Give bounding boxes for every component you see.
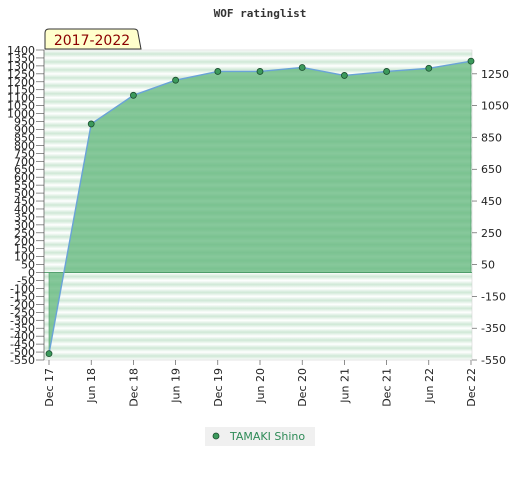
- y-left-tick-label: 500: [14, 187, 35, 200]
- y-right-tick-label: 650: [481, 163, 502, 176]
- y-left-tick-label: 1250: [7, 68, 35, 81]
- y-left-tick-label: 100: [14, 251, 35, 264]
- y-left-tick-label: 650: [14, 163, 35, 176]
- y-left-tick-label: 50: [21, 259, 35, 272]
- period-label: 2017-2022: [54, 33, 130, 49]
- y-left-tick-label: 0: [28, 267, 35, 280]
- x-tick-label: Dec 17: [43, 368, 56, 407]
- left-axis: 1400135013001250120011501100105010009509…: [7, 44, 45, 367]
- grid-band: [44, 280, 472, 289]
- y-left-tick-label: -100: [10, 282, 35, 295]
- x-tick-label: Jun 22: [423, 368, 436, 404]
- grid-band: [44, 328, 472, 337]
- y-left-tick-label: 450: [14, 195, 35, 208]
- data-point: [45, 350, 53, 358]
- data-point: [467, 57, 475, 65]
- y-left-tick-label: -150: [10, 290, 35, 303]
- data-point: [298, 64, 306, 71]
- x-tick-label: Dec 22: [465, 368, 478, 407]
- x-tick-label: Jun 20: [254, 368, 267, 404]
- y-left-tick-label: 1000: [7, 108, 35, 121]
- grid-band: [44, 304, 472, 313]
- data-markers: [45, 57, 475, 358]
- y-left-tick-label: 1400: [7, 44, 35, 57]
- legend-label: TAMAKI Shino: [229, 430, 305, 443]
- x-tick-label: Jun 21: [338, 368, 351, 404]
- y-left-tick-label: 300: [14, 219, 35, 232]
- grid-band: [44, 352, 472, 360]
- right-axis: 1250 1050 850 650 450 250 50 -150 -350 -550: [472, 68, 509, 367]
- y-left-tick-label: 1100: [7, 92, 35, 105]
- x-tick-label: Jun 18: [85, 368, 98, 404]
- y-left-tick-label: -350: [10, 322, 35, 335]
- y-left-tick-label: -200: [10, 298, 35, 311]
- x-tick-label: Dec 21: [381, 368, 394, 407]
- legend-box: [205, 427, 315, 446]
- legend-marker: [212, 432, 220, 440]
- y-right-tick-label: 250: [481, 227, 502, 240]
- y-left-tick-label: 900: [14, 123, 35, 136]
- y-left-tick-label: 200: [14, 235, 35, 248]
- period-badge-box: [44, 28, 142, 50]
- data-point: [87, 120, 95, 128]
- data-point: [340, 72, 348, 79]
- y-right-tick-label: -350: [481, 322, 506, 335]
- y-right-tick-label: -150: [481, 290, 506, 303]
- chart-title: WOF ratinglist: [214, 7, 307, 20]
- legend: TAMAKI Shino: [205, 427, 315, 446]
- y-left-tick-label: 950: [14, 116, 35, 129]
- y-left-tick-label: 250: [14, 227, 35, 240]
- y-left-tick-label: 750: [14, 147, 35, 160]
- y-left-tick-label: 600: [14, 171, 35, 184]
- y-right-tick-label: 450: [481, 195, 502, 208]
- y-left-tick-label: -300: [10, 314, 35, 327]
- y-left-tick-label: 400: [14, 203, 35, 216]
- grid-band: [44, 312, 472, 321]
- y-left-tick-label: 150: [14, 243, 35, 256]
- y-left-tick-label: -550: [10, 354, 35, 367]
- grid-band: [44, 272, 472, 281]
- data-point: [129, 91, 137, 99]
- y-left-tick-label: -500: [10, 346, 35, 359]
- x-tick-label: Dec 20: [296, 368, 309, 407]
- y-right-tick-label: 1050: [481, 100, 509, 113]
- grid-band: [44, 336, 472, 345]
- y-left-tick-label: 800: [14, 139, 35, 152]
- grid-band: [44, 50, 472, 58]
- y-left-tick-label: -450: [10, 338, 35, 351]
- grid-band: [44, 288, 472, 297]
- y-left-tick-label: 550: [14, 179, 35, 192]
- grid-band: [44, 296, 472, 305]
- grid-band: [44, 344, 472, 353]
- y-left-tick-label: 1050: [7, 100, 35, 113]
- period-badge: 2017-2022: [44, 28, 142, 50]
- x-tick-label: Dec 19: [212, 368, 225, 407]
- y-right-tick-label: -550: [481, 354, 506, 367]
- y-left-tick-label: 1200: [7, 76, 35, 89]
- y-left-tick-label: 350: [14, 211, 35, 224]
- y-left-tick-label: 1300: [7, 60, 35, 73]
- y-left-tick-label: 700: [14, 155, 35, 168]
- x-tick-label: Dec 18: [127, 368, 140, 407]
- y-left-tick-label: -400: [10, 330, 35, 343]
- data-point: [425, 64, 433, 72]
- data-point: [383, 68, 391, 75]
- x-axis: Dec 17 Jun 18 Dec 18 Jun 19 Dec 19 Jun 20 Dec …: [43, 360, 478, 407]
- y-left-tick-label: 1150: [7, 84, 35, 97]
- y-left-tick-label: 1350: [7, 52, 35, 65]
- x-tick-label: Jun 19: [170, 368, 183, 404]
- data-point: [172, 76, 180, 84]
- data-point: [256, 68, 264, 75]
- y-left-tick-label: 850: [14, 131, 35, 144]
- grid-band: [44, 320, 472, 329]
- y-left-tick-label: -250: [10, 306, 35, 319]
- grid-band: [44, 57, 472, 66]
- y-right-tick-label: 1250: [481, 68, 509, 81]
- y-left-tick-label: -50: [17, 275, 35, 288]
- y-right-tick-label: 50: [481, 259, 495, 272]
- y-right-tick-label: 850: [481, 131, 502, 144]
- data-point: [214, 68, 222, 75]
